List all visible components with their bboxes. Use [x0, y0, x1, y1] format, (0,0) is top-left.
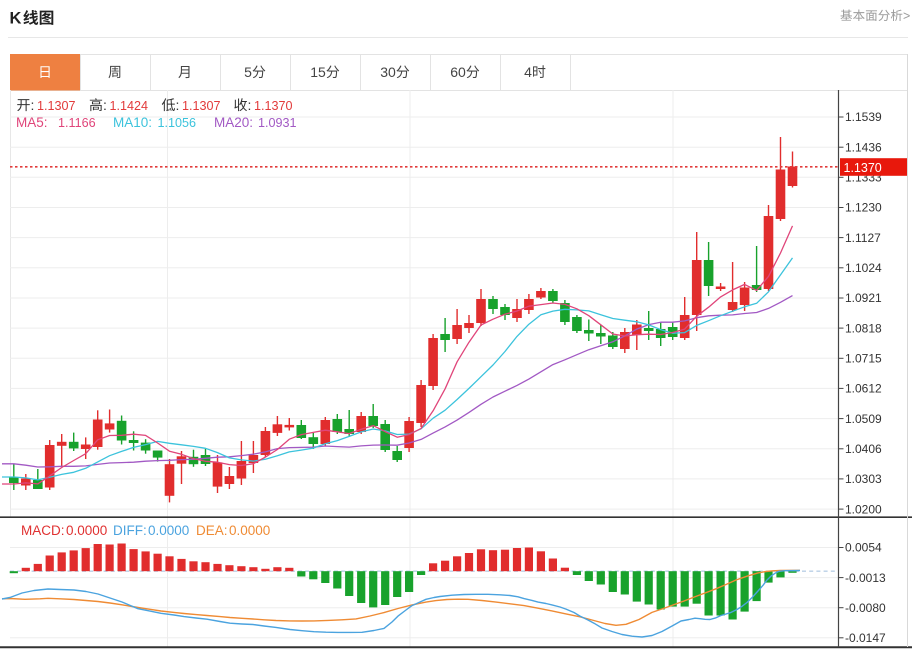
- svg-text:1.1024: 1.1024: [845, 261, 882, 275]
- svg-text:1.1230: 1.1230: [845, 201, 882, 215]
- svg-text:DIFF:: DIFF:: [113, 523, 147, 538]
- svg-text:1.0406: 1.0406: [845, 442, 882, 456]
- svg-text:0.0000: 0.0000: [148, 523, 189, 538]
- svg-text:1.1307: 1.1307: [37, 99, 76, 113]
- svg-text:60: 60: [450, 64, 466, 80]
- svg-text:1.1370: 1.1370: [844, 161, 882, 175]
- svg-text:1.0931: 1.0931: [258, 116, 297, 130]
- svg-text:0.0000: 0.0000: [229, 523, 270, 538]
- svg-text:1.1127: 1.1127: [845, 231, 881, 245]
- svg-text:-0.0013: -0.0013: [845, 571, 886, 585]
- svg-text:1.0200: 1.0200: [845, 502, 882, 516]
- svg-text:1.1539: 1.1539: [845, 110, 882, 124]
- svg-text:K: K: [10, 10, 22, 28]
- svg-text:30: 30: [380, 64, 396, 80]
- svg-text:1.0612: 1.0612: [845, 382, 882, 396]
- svg-text:-0.0080: -0.0080: [845, 601, 886, 615]
- svg-text::: :: [31, 97, 35, 113]
- svg-text:1.1436: 1.1436: [845, 140, 882, 154]
- svg-text::: :: [176, 97, 180, 113]
- svg-text:4: 4: [524, 64, 532, 80]
- svg-text:>: >: [903, 9, 910, 23]
- svg-text:1.0303: 1.0303: [845, 472, 882, 486]
- svg-text:0.0000: 0.0000: [66, 523, 107, 538]
- svg-text:MA20:: MA20:: [214, 115, 253, 130]
- svg-text:1.1307: 1.1307: [182, 99, 221, 113]
- svg-text:1.0921: 1.0921: [845, 291, 882, 305]
- svg-text:15: 15: [310, 64, 326, 80]
- svg-text:0.0054: 0.0054: [845, 541, 882, 555]
- svg-text:MA5:: MA5:: [16, 115, 48, 130]
- svg-text:DEA:: DEA:: [196, 523, 228, 538]
- svg-text:1.0715: 1.0715: [845, 352, 882, 366]
- svg-text::: :: [103, 97, 107, 113]
- svg-text:1.1424: 1.1424: [110, 99, 149, 113]
- svg-text:1.1056: 1.1056: [158, 116, 197, 130]
- svg-text:1.0818: 1.0818: [845, 321, 882, 335]
- svg-text:1.1370: 1.1370: [254, 99, 293, 113]
- svg-text:1.0509: 1.0509: [845, 412, 882, 426]
- svg-text:1.1166: 1.1166: [58, 116, 96, 130]
- svg-text:5: 5: [244, 64, 252, 80]
- svg-text:MA10:: MA10:: [113, 115, 152, 130]
- svg-text:MACD:: MACD:: [21, 523, 65, 538]
- svg-text::: :: [248, 97, 252, 113]
- svg-text:-0.0147: -0.0147: [845, 631, 886, 645]
